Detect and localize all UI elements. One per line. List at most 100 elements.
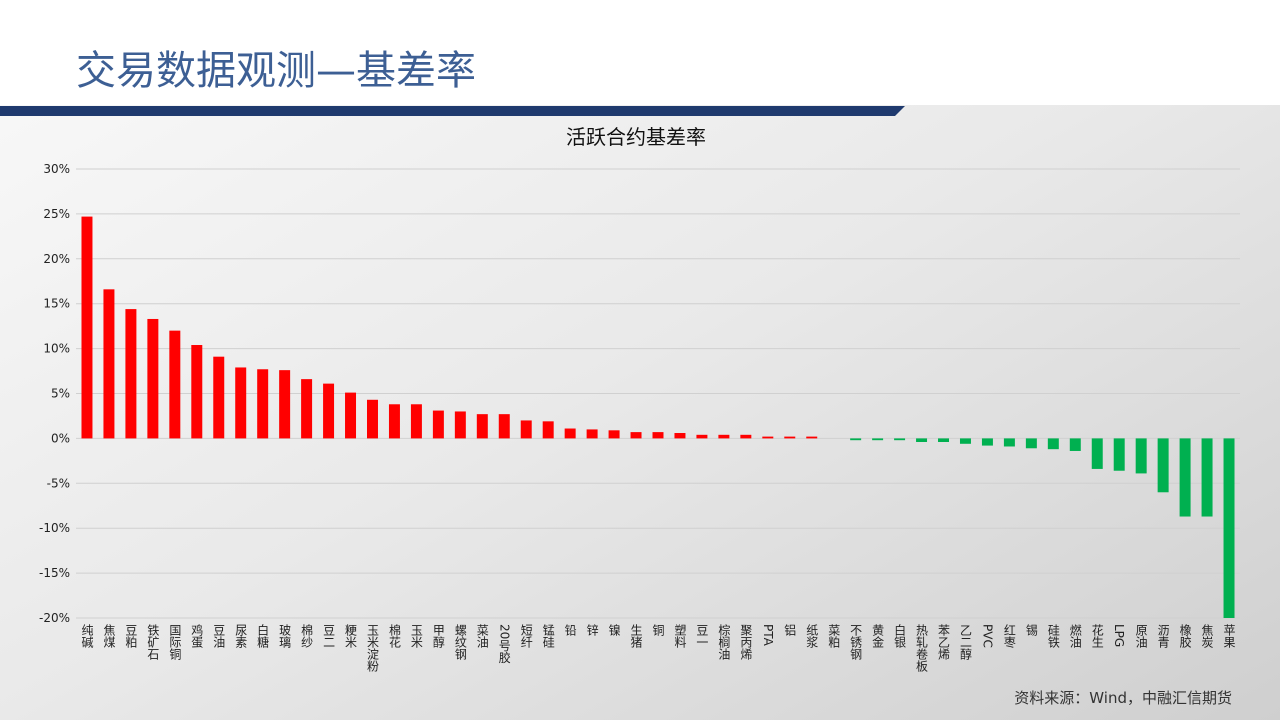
x-tick-label: LPG [1112,624,1126,647]
bar [784,436,796,439]
bar [1179,438,1191,517]
bar [125,309,137,439]
x-tick-label: 粳米 [344,624,358,648]
y-tick-label: 10% [43,342,70,356]
x-tick-label: 棕榈油 [717,623,731,660]
x-tick-label: 乙二醇 [958,624,972,660]
x-tick-label: 热轧卷板 [915,624,929,673]
bar [169,330,181,439]
y-tick-label: 25% [43,207,70,221]
bar [213,356,225,439]
x-tick-label: 焦炭 [1200,624,1214,649]
bar [1091,438,1103,469]
x-tick-label: 铝 [783,623,797,636]
x-tick-label: 锡 [1024,623,1038,637]
x-tick-label: 苹果 [1222,624,1236,648]
bar [959,438,971,444]
bar [740,434,752,439]
bar [696,434,708,439]
bar [367,399,378,439]
bar [345,392,357,439]
y-tick-label: 0% [51,431,70,445]
x-tick-label: 镍 [607,624,621,636]
y-tick-label: 30% [43,162,70,176]
y-tick-label: -10% [39,521,70,535]
bar [520,420,532,439]
x-tick-label: PTA [761,624,775,647]
bar [1201,438,1213,517]
bar [454,411,466,439]
bar [586,429,598,439]
bar [279,370,291,439]
x-tick-label: 铜 [651,623,665,636]
x-tick-label: 棉花 [387,624,401,649]
bar [476,414,488,439]
bar [542,421,554,439]
bar [938,438,949,442]
x-tick-label: 锌 [585,624,599,636]
x-tick-label: 黄金 [871,624,885,648]
x-tick-label: PVC [980,624,994,648]
bar [564,428,576,439]
plot: -20% -15% -10% -5% 0% 5% 10% 15% 20% 25% 30% 纯碱 焦煤 豆粕… [39,162,1240,673]
x-tick-label: 铁矿石 [146,624,160,660]
x-tick-label: 玉米淀粉 [365,624,379,672]
page-title: 交易数据观测—基差率 [76,48,476,94]
x-tick-label: 甲醇 [431,624,445,648]
x-tick-label: 锰硅 [541,623,555,648]
x-tick-label: 鸡蛋 [190,623,204,649]
bar [103,289,115,439]
x-tick-label: 菜粕 [827,624,841,648]
bar [147,318,159,439]
x-tick-label: 纸浆 [805,624,819,648]
bar [652,432,664,439]
y-tick-label: 20% [43,252,70,266]
bar [81,216,93,439]
bar [718,434,730,439]
x-tick-label: 燃油 [1068,623,1082,648]
x-tick-label: 红枣 [1002,623,1016,649]
chart-title: 活跃合约基差率 [566,125,706,149]
x-tick-label: 菜油 [475,624,489,648]
x-tick-label: 豆一 [695,624,709,648]
x-tick-label: 棉纱 [300,624,314,648]
bar [850,438,862,441]
x-tick-label: 豆粕 [124,624,138,648]
bar [1113,438,1125,471]
y-tick-label: -5% [47,476,70,490]
x-tick-label: 不锈钢 [849,624,863,660]
x-tick-label: 橡胶 [1178,624,1192,649]
x-tick-label: 白银 [893,623,907,648]
y-tick-label: 15% [43,297,70,311]
y-tick-label: -15% [39,566,70,580]
bar [981,438,993,446]
bar [1157,438,1169,493]
bar [1135,438,1147,474]
bar [608,430,620,439]
bar [806,436,818,439]
bar [674,433,686,439]
x-tick-label: 螺纹钢 [453,624,467,660]
source-note: 资料来源：Wind，中融汇信期货 [1014,689,1232,707]
x-tick-label: 尿素 [234,624,248,648]
bar [1025,438,1037,449]
bar [323,383,335,439]
x-tick-label: 纯碱 [80,624,94,649]
bar [1069,438,1081,451]
bar [301,379,313,439]
bar [894,438,906,441]
bar [388,404,400,439]
x-tick-label: 豆二 [322,624,336,648]
x-tick-label: 塑料 [673,623,687,648]
x-tick-label: 花生 [1090,623,1104,648]
bar [630,432,642,439]
bar [235,367,247,439]
bar [1003,438,1015,447]
x-tick-label: 20号胶 [497,624,511,664]
x-tick-label: 短纤 [519,624,533,648]
x-tick-label: 玻璃 [278,624,292,649]
header-stripe [0,106,905,116]
header-band [0,0,1280,105]
x-tick-label: 原油 [1134,624,1148,648]
